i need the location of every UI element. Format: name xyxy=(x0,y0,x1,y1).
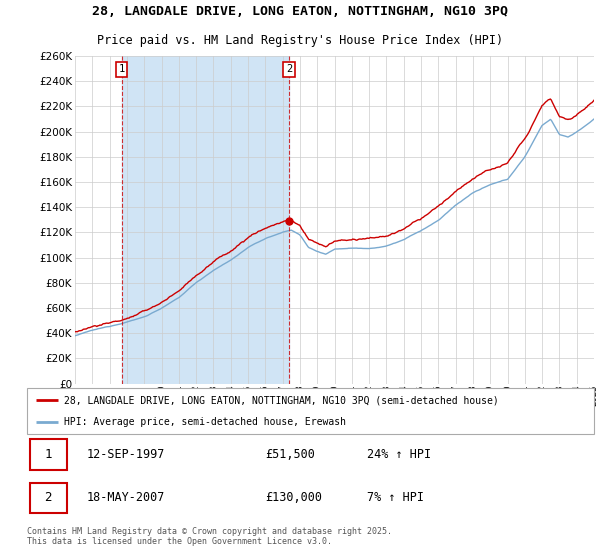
FancyBboxPatch shape xyxy=(27,388,594,434)
Text: £130,000: £130,000 xyxy=(265,492,322,505)
Text: HPI: Average price, semi-detached house, Erewash: HPI: Average price, semi-detached house,… xyxy=(64,417,346,427)
Text: 12-SEP-1997: 12-SEP-1997 xyxy=(86,448,165,461)
Text: 7% ↑ HPI: 7% ↑ HPI xyxy=(367,492,424,505)
Text: 24% ↑ HPI: 24% ↑ HPI xyxy=(367,448,431,461)
Bar xyxy=(122,56,289,384)
FancyBboxPatch shape xyxy=(30,483,67,513)
Text: 2: 2 xyxy=(44,492,52,505)
Text: Contains HM Land Registry data © Crown copyright and database right 2025.
This d: Contains HM Land Registry data © Crown c… xyxy=(27,527,392,547)
Text: 18-MAY-2007: 18-MAY-2007 xyxy=(86,492,165,505)
Text: 28, LANGDALE DRIVE, LONG EATON, NOTTINGHAM, NG10 3PQ: 28, LANGDALE DRIVE, LONG EATON, NOTTINGH… xyxy=(92,5,508,18)
Text: Price paid vs. HM Land Registry's House Price Index (HPI): Price paid vs. HM Land Registry's House … xyxy=(97,34,503,47)
Text: 1: 1 xyxy=(119,64,125,74)
FancyBboxPatch shape xyxy=(30,440,67,470)
Text: 28, LANGDALE DRIVE, LONG EATON, NOTTINGHAM, NG10 3PQ (semi-detached house): 28, LANGDALE DRIVE, LONG EATON, NOTTINGH… xyxy=(64,395,499,405)
Text: £51,500: £51,500 xyxy=(265,448,315,461)
Text: 1: 1 xyxy=(44,448,52,461)
Text: 2: 2 xyxy=(286,64,292,74)
